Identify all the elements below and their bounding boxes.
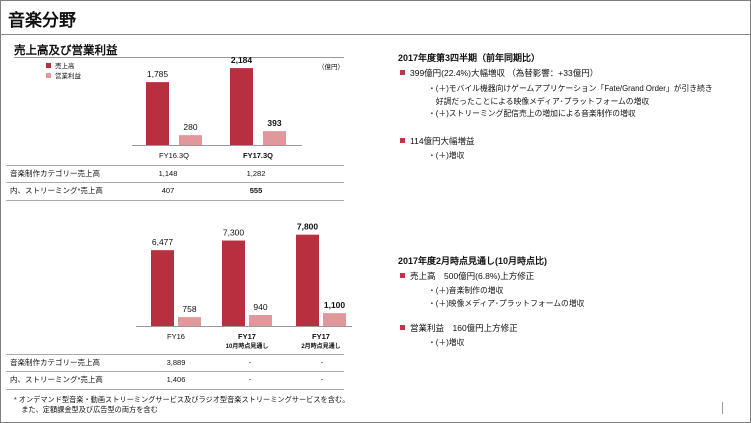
category-tick-label: FY17: [238, 332, 256, 341]
page-title: 音楽分野: [8, 11, 76, 30]
table-rule: [6, 200, 344, 201]
legend-item-sales: 売上高: [46, 60, 81, 70]
category-tick-label: 10月時点見通し: [226, 342, 269, 350]
bar-sales: [222, 240, 245, 326]
bullet-details: ・(＋)音楽制作の増収 ・(＋)映像メディア･プラットフォームの増収: [428, 285, 584, 310]
bullet-text: 売上高 500億円(6.8%)上方修正: [410, 271, 535, 281]
table-row-label: 音楽制作カテゴリー売上高: [10, 358, 100, 367]
legend-item-profit: 営業利益: [46, 70, 81, 80]
bullet-detail-line: ・(＋)モバイル機器向けゲームアプリケーション「Fate/Grand Order…: [428, 84, 713, 93]
table-row: 音楽制作カテゴリー売上高 3,889 - -: [6, 355, 344, 371]
data-label: 1,785: [147, 69, 169, 79]
table-row: 音楽制作カテゴリー売上高 1,148 1,282: [6, 166, 344, 182]
table-bottom: 音楽制作カテゴリー売上高 3,889 - - 内、ストリーミング*売上高 1,4…: [6, 354, 344, 390]
bullet-marker: [400, 70, 405, 75]
table-rule: [6, 354, 344, 355]
legend-label-sales: 売上高: [55, 63, 75, 70]
category-tick-label: FY16: [167, 332, 185, 341]
data-label: 2,184: [231, 55, 253, 65]
footnote-line: また、定額課金型及び広告型の両方を含む: [14, 405, 158, 414]
data-label: 940: [253, 302, 267, 312]
section-subtitle: 売上高及び営業利益: [14, 45, 118, 57]
legend-label-profit: 営業利益: [55, 73, 81, 80]
table-row-label: 音楽制作カテゴリー売上高: [10, 169, 100, 178]
bullet-item: 399億円(22.4%)大幅増収 （為替影響：+33億円）: [400, 67, 598, 79]
bullet-item: 114億円大幅増益: [400, 135, 475, 147]
page-marker: [722, 402, 723, 414]
unit-label: （億円）: [318, 64, 344, 71]
table-rule: [6, 371, 344, 372]
bullet-item: 売上高 500億円(6.8%)上方修正: [400, 270, 534, 282]
bullet-details: ・(＋)増収: [428, 150, 464, 163]
bullet-detail-line: ・(＋)音楽制作の増収: [428, 286, 504, 295]
legend-swatch-sales: [46, 62, 51, 68]
bar-sales: [230, 68, 253, 145]
bullet-text: 営業利益 160億円上方修正: [410, 323, 518, 333]
panel-title-q3: 2017年度第3四半期（前年同期比）: [398, 53, 541, 63]
subtitle-divider: [14, 57, 344, 58]
data-label: 6,477: [152, 237, 174, 247]
bullet-detail-line: ・(＋)ストリーミング配信売上の増加による音楽制作の増収: [428, 109, 636, 118]
table-cell: 1,406: [166, 375, 186, 384]
bar-sales: [151, 250, 174, 326]
category-tick-label: FY17.3Q: [243, 151, 273, 160]
data-label: 280: [183, 122, 197, 132]
table-top: 音楽制作カテゴリー売上高 1,148 1,282 内、ストリーミング*売上高 4…: [6, 165, 344, 201]
bar-profit: [263, 131, 286, 145]
category-tick-label: FY16.3Q: [159, 151, 189, 160]
bullet-marker: [400, 273, 405, 278]
table-rule: [6, 182, 344, 183]
table-cell: -: [248, 375, 252, 384]
table-rule: [6, 165, 344, 166]
data-label: 1,100: [324, 300, 346, 310]
table-cell: 1,282: [246, 169, 266, 178]
data-label: 7,300: [223, 228, 245, 238]
bullet-detail-line: ・(＋)増収: [428, 151, 465, 160]
bullet-text: 399億円(22.4%)大幅増収 （為替影響：+33億円）: [410, 68, 599, 78]
bullet-detail-line: ・(＋)増収: [428, 338, 465, 347]
bullet-details: ・(＋)モバイル機器向けゲームアプリケーション「Fate/Grand Order…: [428, 83, 713, 121]
bullet-text: 114億円大幅増益: [410, 136, 475, 146]
bullet-detail-line: ・(＋)映像メディア･プラットフォームの増収: [428, 298, 585, 308]
legend-swatch-profit: [46, 72, 51, 78]
bar-sales: [146, 82, 169, 145]
table-row: 内、ストリーミング*売上高 1,406 - -: [6, 372, 344, 388]
bar-profit: [178, 317, 201, 326]
bullet-marker: [400, 138, 405, 143]
table-cell: 1,148: [158, 169, 178, 178]
chart-legend: 売上高 営業利益: [46, 60, 81, 80]
table-cell: 407: [161, 186, 175, 195]
footnote-line: * オンデマンド型音楽・動画ストリーミングサービス及びラジオ型音楽ストリーミング…: [14, 395, 350, 404]
data-label: 393: [267, 118, 281, 128]
bullet-detail-line: 好調だったことによる映像メディア･プラットフォームの増収: [428, 96, 650, 106]
bullet-item: 営業利益 160億円上方修正: [400, 322, 518, 334]
panel-title-forecast: 2017年度2月時点見通し(10月時点比): [398, 256, 548, 266]
bar-sales: [296, 234, 319, 326]
table-cell: -: [320, 375, 324, 384]
category-tick-label: 2月時点見通し: [301, 342, 340, 350]
table-row: 内、ストリーミング*売上高 407 555: [6, 183, 344, 199]
table-rule: [6, 389, 344, 390]
bullet-details: ・(＋)増収: [428, 337, 464, 350]
table-cell: 3,889: [166, 358, 186, 367]
data-label: 758: [182, 304, 196, 314]
bar-profit: [179, 135, 202, 145]
bar-profit: [249, 314, 272, 326]
bullet-marker: [400, 325, 405, 330]
category-tick-label: FY17: [312, 332, 330, 341]
table-row-label: 内、ストリーミング*売上高: [10, 186, 103, 195]
title-divider: [0, 34, 751, 35]
table-cell: -: [320, 358, 324, 367]
table-cell: -: [248, 358, 252, 367]
table-row-label: 内、ストリーミング*売上高: [10, 375, 103, 384]
footnote: * オンデマンド型音楽・動画ストリーミングサービス及びラジオ型音楽ストリーミング…: [14, 395, 349, 415]
data-label: 7,800: [297, 222, 319, 232]
bar-profit: [323, 313, 346, 326]
table-cell: 555: [249, 186, 263, 195]
